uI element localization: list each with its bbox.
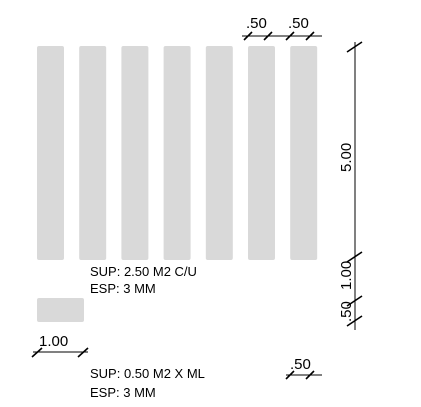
small-area-note: SUP: 0.50 M2 X ML: [90, 366, 205, 381]
glass-strip: [79, 46, 107, 260]
dimension-side-a: .50: [338, 301, 355, 322]
glass-strip: [248, 46, 275, 260]
strips-area-note: SUP: 2.50 M2 C/U: [90, 264, 197, 279]
strip-group: [37, 46, 318, 260]
small-thickness-note: ESP: 3 MM: [90, 385, 156, 400]
small-width-dimension: 1.00: [31, 333, 89, 358]
right-dimension: 5.00 .50 1.00: [338, 41, 363, 330]
glass-strip: [205, 46, 233, 260]
small-height-dimension: .50: [285, 356, 322, 380]
top-dimension: .50 .50: [242, 15, 322, 41]
glass-strip: [163, 46, 191, 260]
dimension-small-height: .50: [290, 356, 311, 373]
dimension-side-b: 1.00: [338, 261, 355, 290]
dimension-small-width: 1.00: [39, 333, 68, 350]
dimension-height: 5.00: [338, 143, 355, 172]
dimension-strip-width-1: .50: [246, 15, 267, 32]
glass-strip: [37, 46, 64, 260]
strips-thickness-note: ESP: 3 MM: [90, 281, 156, 296]
glass-strip: [121, 46, 149, 260]
small-piece: [37, 298, 84, 322]
dimension-strip-width-2: .50: [288, 15, 309, 32]
glass-strip: [290, 46, 318, 260]
